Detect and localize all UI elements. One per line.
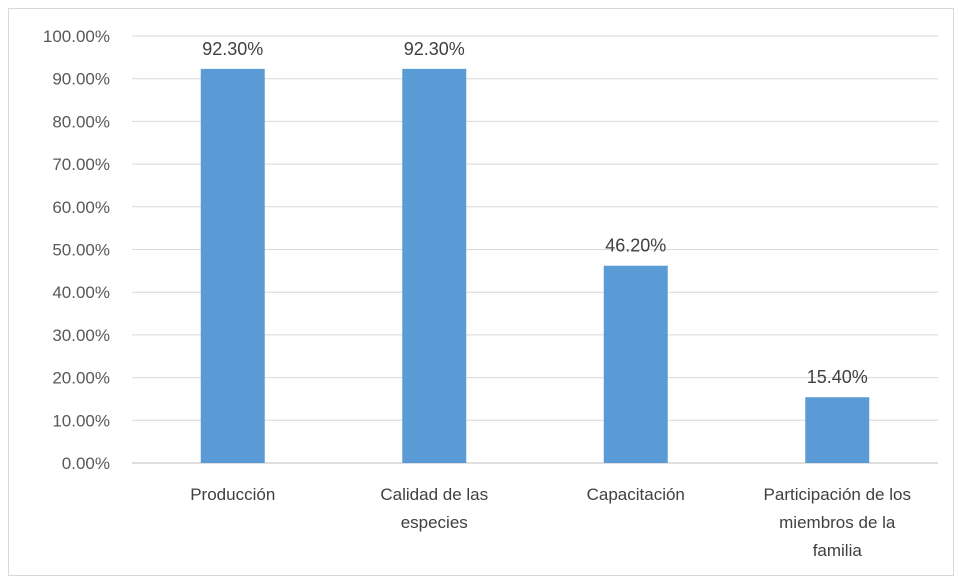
y-tick-label: 30.00% — [52, 326, 110, 345]
bar — [805, 397, 870, 463]
y-tick-label: 100.00% — [43, 27, 110, 46]
data-label: 46.20% — [605, 236, 666, 256]
bar — [402, 68, 467, 463]
y-tick-label: 50.00% — [52, 241, 110, 260]
x-tick-label: familia — [813, 541, 863, 560]
data-label: 15.40% — [807, 367, 868, 387]
y-tick-label: 10.00% — [52, 411, 110, 430]
data-label: 92.30% — [202, 39, 263, 59]
y-tick-label: 90.00% — [52, 70, 110, 89]
x-tick-label: miembros de la — [779, 513, 896, 532]
bar — [603, 265, 668, 463]
x-tick-label: Calidad de las — [380, 485, 488, 504]
x-tick-label: Producción — [190, 485, 275, 504]
x-tick-label: especies — [401, 513, 468, 532]
bar — [200, 68, 265, 463]
x-tick-label: Participación de los — [764, 485, 911, 504]
x-tick-label: Capacitación — [587, 485, 685, 504]
y-tick-label: 0.00% — [62, 454, 110, 473]
y-tick-label: 40.00% — [52, 283, 110, 302]
y-tick-label: 60.00% — [52, 198, 110, 217]
y-tick-label: 80.00% — [52, 112, 110, 131]
y-tick-label: 20.00% — [52, 369, 110, 388]
data-label: 92.30% — [404, 39, 465, 59]
y-tick-label: 70.00% — [52, 155, 110, 174]
